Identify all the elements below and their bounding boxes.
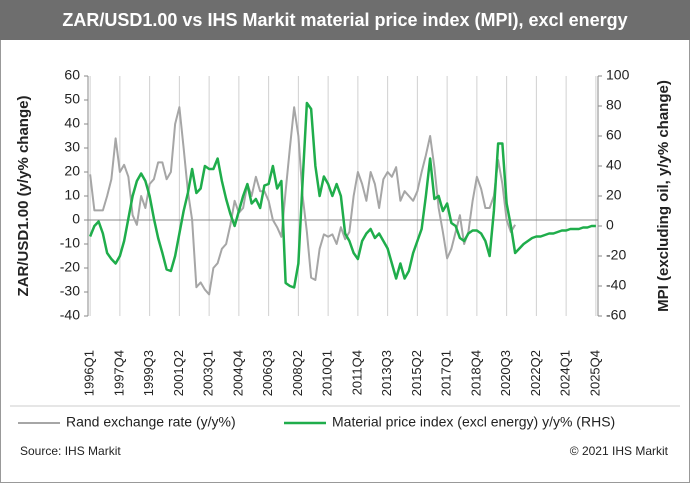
legend-label: Rand exchange rate (y/y%)	[66, 414, 236, 430]
y2-tick-label: -40	[606, 277, 626, 293]
y-tick-label: 20	[64, 163, 80, 179]
x-tick-label: 2024Q1	[558, 350, 573, 396]
copyright: © 2021 IHS Markit	[570, 444, 669, 458]
y2-tick-label: 20	[606, 187, 622, 203]
x-tick-label: 2025Q4	[587, 350, 602, 396]
x-tick-label: 1997Q4	[111, 350, 126, 396]
y-tick-label: -20	[60, 259, 80, 275]
y2-tick-label: 60	[606, 127, 622, 143]
x-tick-label: 2001Q2	[171, 350, 186, 396]
y-tick-label: -10	[60, 235, 80, 251]
y-tick-label: 30	[64, 139, 80, 155]
y2-tick-label: 40	[606, 157, 622, 173]
y2-tick-label: -20	[606, 247, 626, 263]
y-axis-label: ZAR/USD1.00 (y/y% change)	[15, 96, 32, 297]
x-tick-label: 2011Q4	[349, 350, 364, 395]
y-tick-label: -30	[60, 283, 80, 299]
y-tick-label: 0	[72, 211, 80, 227]
x-tick-label: 1999Q3	[141, 350, 156, 396]
x-tick-label: 1996Q1	[82, 350, 97, 396]
x-tick-label: 2004Q4	[230, 350, 245, 396]
y2-tick-label: 80	[606, 97, 622, 113]
x-tick-label: 2013Q3	[379, 350, 394, 396]
title-bar	[0, 0, 690, 40]
x-tick-label: 2015Q2	[409, 350, 424, 396]
y-tick-label: -40	[60, 307, 80, 323]
x-tick-label: 2017Q1	[439, 350, 454, 396]
x-tick-label: 2022Q2	[528, 350, 543, 396]
x-tick-label: 2010Q1	[320, 350, 335, 396]
x-tick-label: 2008Q2	[290, 350, 305, 396]
y2-tick-label: -60	[606, 307, 626, 323]
y2-tick-label: 100	[606, 67, 630, 83]
x-tick-label: 2006Q3	[260, 350, 275, 396]
legend-label: Material price index (excl energy) y/y% …	[332, 414, 615, 430]
source: Source: IHS Markit	[20, 444, 121, 458]
y-tick-label: 60	[64, 67, 80, 83]
series-line	[88, 101, 596, 289]
x-tick-label: 2018Q4	[468, 350, 483, 396]
y-tick-label: 10	[64, 187, 80, 203]
x-tick-label: 2020Q3	[498, 350, 513, 396]
x-tick-label: 2003Q1	[201, 350, 216, 396]
chart-title: ZAR/USD1.00 vs IHS Markit material price…	[62, 10, 627, 30]
y2-axis-label: MPI (excluding oil, y/y% change)	[655, 80, 672, 312]
y2-tick-label: 0	[606, 217, 614, 233]
y-tick-label: 50	[64, 91, 80, 107]
y-tick-label: 40	[64, 115, 80, 131]
